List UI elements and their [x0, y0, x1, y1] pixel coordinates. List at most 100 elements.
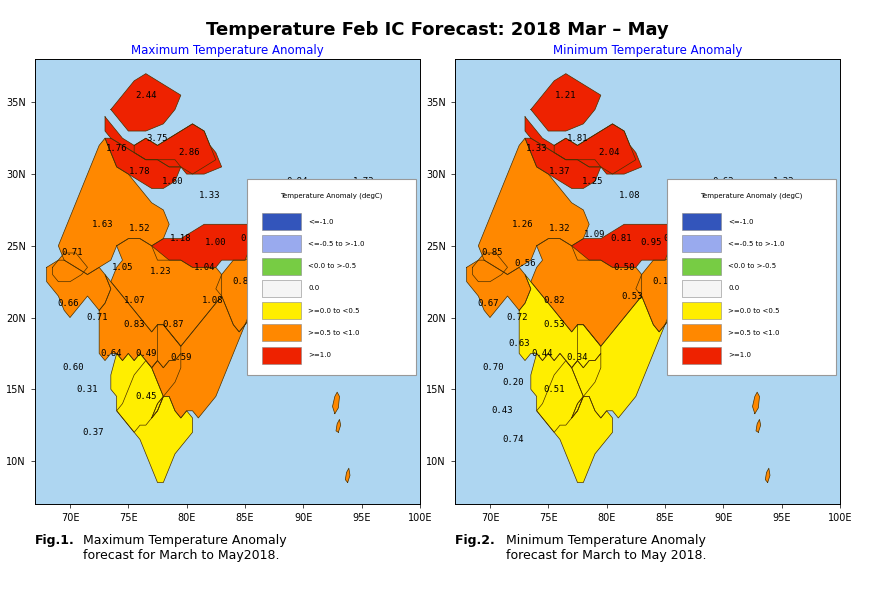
Bar — [262, 280, 301, 297]
Polygon shape — [706, 203, 811, 282]
Text: 1.26: 1.26 — [512, 220, 534, 229]
Text: >=0.0 to <0.5: >=0.0 to <0.5 — [308, 308, 360, 314]
Text: <=-0.5 to >-1.0: <=-0.5 to >-1.0 — [308, 241, 365, 247]
Text: 0.70: 0.70 — [483, 364, 504, 372]
Text: 0.81: 0.81 — [610, 234, 632, 243]
Polygon shape — [151, 289, 262, 418]
Text: 0.77: 0.77 — [726, 224, 748, 233]
Polygon shape — [473, 253, 508, 282]
Text: <=-1.0: <=-1.0 — [728, 219, 754, 225]
Text: 0.53: 0.53 — [621, 292, 643, 301]
Polygon shape — [479, 138, 589, 275]
Text: 0.49: 0.49 — [135, 349, 157, 358]
Text: 1.33: 1.33 — [526, 144, 548, 153]
Text: >=0.5 to <1.0: >=0.5 to <1.0 — [728, 330, 780, 336]
Text: 1.78: 1.78 — [130, 167, 150, 176]
Title: Minimum Temperature Anomaly: Minimum Temperature Anomaly — [553, 44, 742, 57]
Polygon shape — [52, 253, 88, 282]
Text: 1.08: 1.08 — [620, 191, 640, 200]
Polygon shape — [59, 138, 169, 275]
Text: 0.19: 0.19 — [652, 277, 674, 286]
Text: 1.18: 1.18 — [170, 234, 192, 243]
Text: 0.53: 0.53 — [543, 320, 565, 329]
Text: 0.71: 0.71 — [86, 313, 108, 322]
Text: 0.74: 0.74 — [502, 435, 524, 444]
Text: >=1.0: >=1.0 — [308, 352, 332, 358]
Text: 0.61: 0.61 — [376, 220, 398, 229]
Text: 0.62: 0.62 — [712, 177, 734, 186]
Polygon shape — [116, 361, 192, 483]
Polygon shape — [105, 117, 221, 174]
Text: 0.71: 0.71 — [61, 248, 83, 257]
Text: 1.23: 1.23 — [150, 267, 172, 276]
Polygon shape — [151, 224, 274, 267]
Polygon shape — [111, 74, 181, 131]
Bar — [682, 302, 721, 319]
Text: 0.72: 0.72 — [506, 313, 528, 322]
Text: 0.34: 0.34 — [567, 353, 588, 362]
Text: 0.74: 0.74 — [240, 234, 262, 243]
Text: 1.07: 1.07 — [123, 296, 145, 305]
Text: 0.59: 0.59 — [170, 353, 192, 362]
Bar — [682, 324, 721, 342]
Bar — [262, 324, 301, 342]
Bar — [682, 346, 721, 364]
Text: 1.00: 1.00 — [205, 238, 227, 247]
Bar — [262, 346, 301, 364]
Text: 0.0: 0.0 — [728, 285, 739, 291]
Text: 1.32: 1.32 — [774, 177, 794, 186]
Polygon shape — [519, 275, 601, 368]
Polygon shape — [336, 419, 340, 432]
Polygon shape — [286, 203, 391, 282]
Polygon shape — [636, 224, 706, 332]
Text: 0.45: 0.45 — [135, 392, 157, 401]
FancyBboxPatch shape — [667, 179, 836, 375]
Text: 1.76: 1.76 — [106, 144, 128, 153]
Bar — [262, 302, 301, 319]
Polygon shape — [756, 419, 760, 432]
Text: 0.20: 0.20 — [502, 378, 524, 387]
Polygon shape — [105, 138, 181, 189]
Text: 0.82: 0.82 — [543, 296, 565, 305]
Text: 2.86: 2.86 — [178, 148, 200, 157]
Text: 0.66: 0.66 — [663, 234, 685, 243]
Text: <=-1.0: <=-1.0 — [308, 219, 334, 225]
Bar — [682, 257, 721, 275]
Polygon shape — [346, 468, 350, 483]
Polygon shape — [766, 468, 770, 483]
Text: 0.37: 0.37 — [82, 428, 104, 437]
Text: 1.33: 1.33 — [200, 191, 220, 200]
Text: Fig.1.: Fig.1. — [35, 534, 74, 547]
Text: 0.51: 0.51 — [543, 385, 565, 394]
Text: 0.66: 0.66 — [57, 299, 79, 308]
Text: 0.44: 0.44 — [532, 349, 553, 358]
Text: 0.80: 0.80 — [232, 277, 254, 286]
Text: 1.25: 1.25 — [582, 177, 604, 186]
Bar — [682, 235, 721, 253]
Title: Maximum Temperature Anomaly: Maximum Temperature Anomaly — [131, 44, 324, 57]
Bar — [262, 257, 301, 275]
Text: 0.83: 0.83 — [123, 320, 145, 329]
FancyBboxPatch shape — [247, 179, 416, 375]
Text: 0.60: 0.60 — [63, 364, 84, 372]
Polygon shape — [111, 238, 221, 346]
Text: 0.64: 0.64 — [100, 349, 122, 358]
Text: >=0.5 to <1.0: >=0.5 to <1.0 — [308, 330, 360, 336]
Polygon shape — [554, 124, 636, 174]
Polygon shape — [99, 275, 181, 368]
Polygon shape — [46, 260, 111, 317]
Polygon shape — [531, 238, 641, 346]
Text: Temperature Anomaly (degC): Temperature Anomaly (degC) — [280, 193, 382, 199]
Text: 1.08: 1.08 — [201, 296, 223, 305]
Text: Temperature Feb IC Forecast: 2018 Mar – May: Temperature Feb IC Forecast: 2018 Mar – … — [206, 21, 668, 39]
Text: >=1.0: >=1.0 — [728, 352, 752, 358]
Text: 0.78: 0.78 — [306, 224, 328, 233]
Text: <=-0.5 to >-1.0: <=-0.5 to >-1.0 — [728, 241, 785, 247]
Text: 1.81: 1.81 — [567, 133, 588, 143]
Polygon shape — [525, 138, 601, 189]
Text: 0.87: 0.87 — [162, 320, 184, 329]
Text: 0.94: 0.94 — [287, 177, 308, 186]
Text: 0.50: 0.50 — [613, 263, 635, 272]
Text: 0.95: 0.95 — [640, 238, 662, 247]
Text: 1.63: 1.63 — [92, 220, 114, 229]
